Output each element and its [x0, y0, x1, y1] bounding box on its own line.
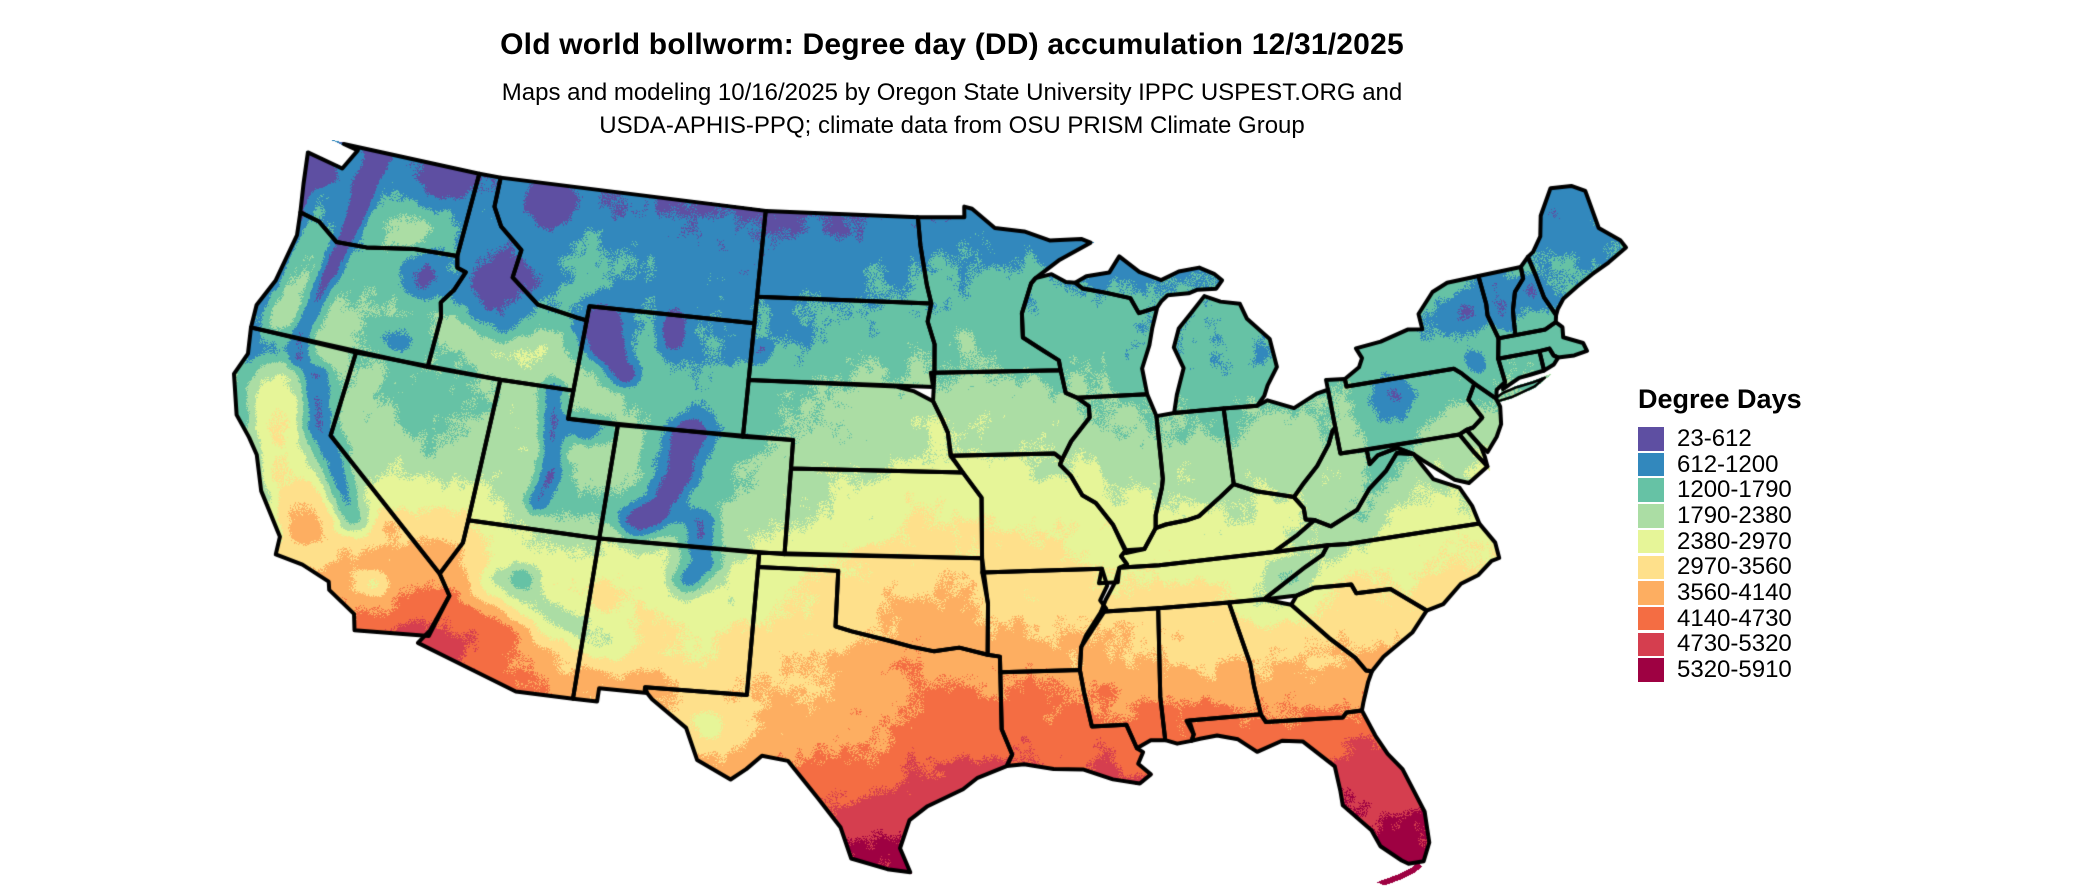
legend-swatch — [1638, 452, 1664, 477]
legend-title: Degree Days — [1638, 384, 1802, 414]
legend-label: 2970-3560 — [1677, 553, 1792, 581]
legend-row: 5320-5910 — [1638, 656, 1802, 684]
map-subtitle: Maps and modeling 10/16/2025 by Oregon S… — [0, 76, 1904, 142]
map-title: Old world bollworm: Degree day (DD) accu… — [500, 28, 1404, 61]
legend-row: 612-1200 — [1638, 450, 1802, 478]
legend-swatch — [1638, 606, 1664, 631]
map-subtitle-line2: USDA-APHIS-PPQ; climate data from OSU PR… — [599, 112, 1305, 139]
legend-row: 1200-1790 — [1638, 476, 1802, 504]
legend-swatch — [1638, 555, 1664, 580]
legend-label: 1790-2380 — [1677, 501, 1792, 529]
legend-label: 1200-1790 — [1677, 476, 1792, 504]
legend-row: 23-612 — [1638, 424, 1802, 452]
legend-swatch — [1638, 658, 1664, 682]
legend-label: 4730-5320 — [1677, 630, 1792, 658]
legend-row: 4140-4730 — [1638, 604, 1802, 632]
legend: Degree Days 23-612 612-1200 1200-1790 — [1638, 384, 1802, 683]
legend-swatch — [1638, 504, 1664, 528]
legend-row: 2970-3560 — [1638, 553, 1802, 581]
legend-swatch — [1638, 427, 1664, 451]
map-subtitle-line1: Maps and modeling 10/16/2025 by Oregon S… — [501, 79, 1403, 106]
legend-label: 23-612 — [1677, 424, 1752, 452]
legend-row: 3560-4140 — [1638, 578, 1802, 606]
legend-label: 4140-4730 — [1677, 604, 1792, 632]
legend-label: 612-1200 — [1677, 450, 1779, 478]
header: Old world bollworm: Degree day (DD) accu… — [0, 0, 1904, 142]
legend-label: 2380-2970 — [1677, 527, 1792, 555]
legend-row: 2380-2970 — [1638, 527, 1802, 555]
us-degree-day-choropleth-map — [230, 140, 1630, 888]
legend-swatch — [1638, 632, 1664, 657]
legend-row: 4730-5320 — [1638, 630, 1802, 658]
legend-swatch — [1638, 581, 1664, 605]
legend-label: 5320-5910 — [1677, 656, 1792, 684]
legend-label: 3560-4140 — [1677, 578, 1792, 606]
legend-rows: 23-612 612-1200 1200-1790 1790-2380 — [1638, 424, 1802, 684]
legend-row: 1790-2380 — [1638, 501, 1802, 529]
legend-swatch — [1638, 529, 1664, 554]
legend-swatch — [1638, 478, 1664, 502]
